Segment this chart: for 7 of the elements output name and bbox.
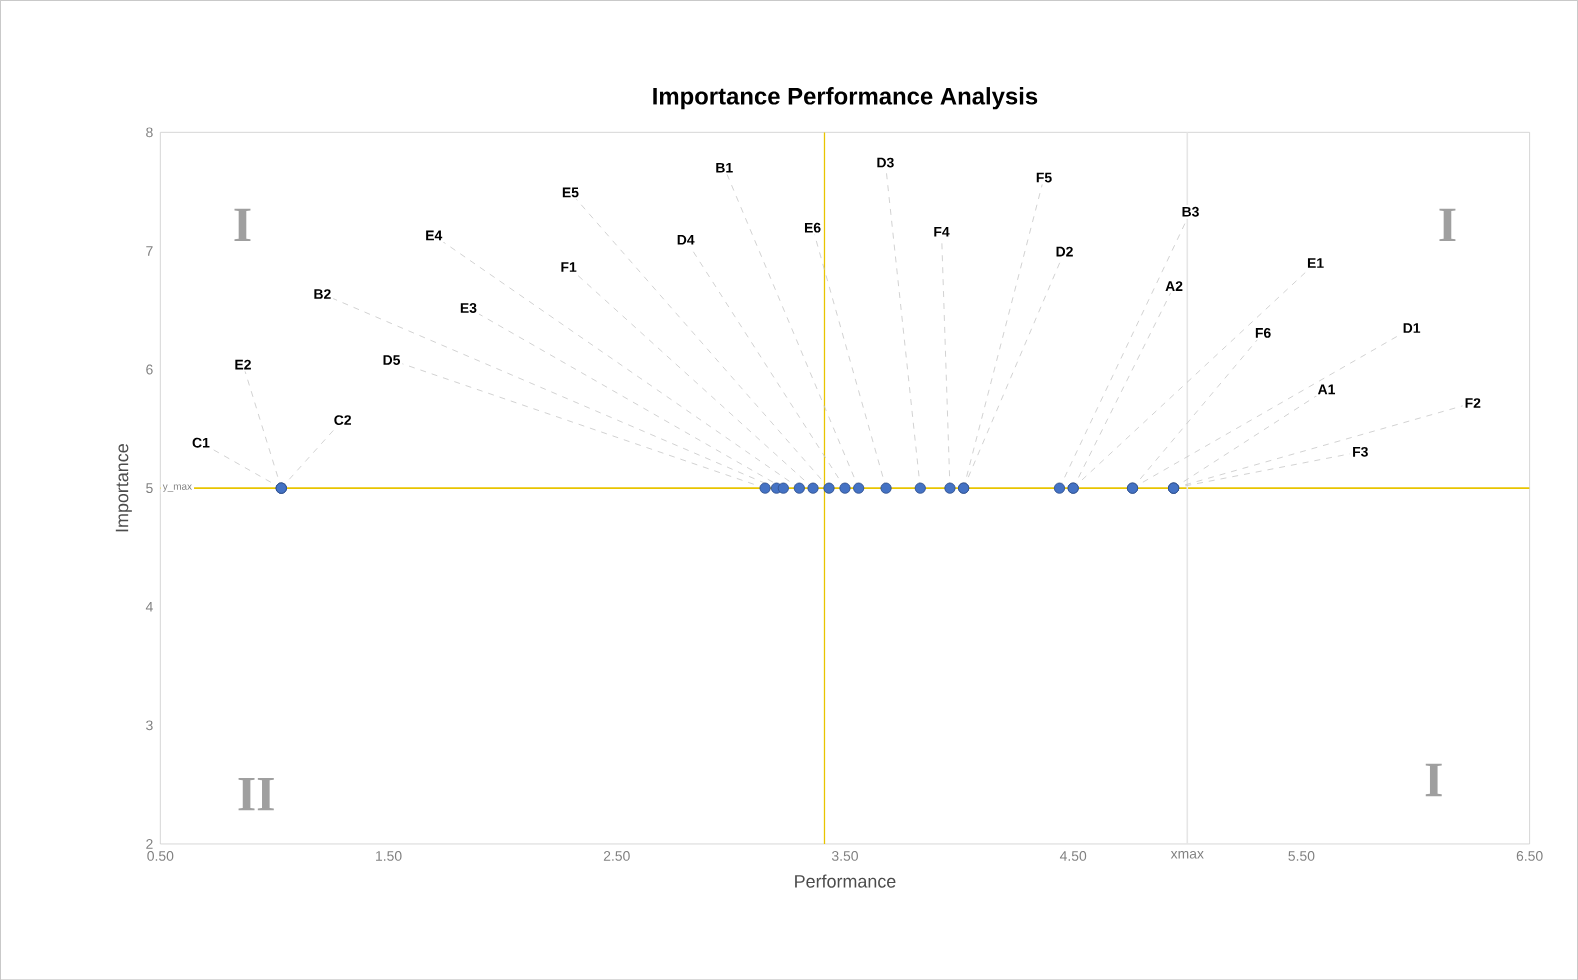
- x-axis-title: Performance: [795, 874, 896, 888]
- annotation: II: [238, 777, 274, 811]
- annotation: I: [1425, 763, 1442, 797]
- annotation: I: [1439, 208, 1456, 241]
- annotation: I: [234, 208, 251, 241]
- chart-title: Importance Performance Analysis: [653, 86, 1038, 110]
- y-axis-title: Importance: [115, 443, 132, 532]
